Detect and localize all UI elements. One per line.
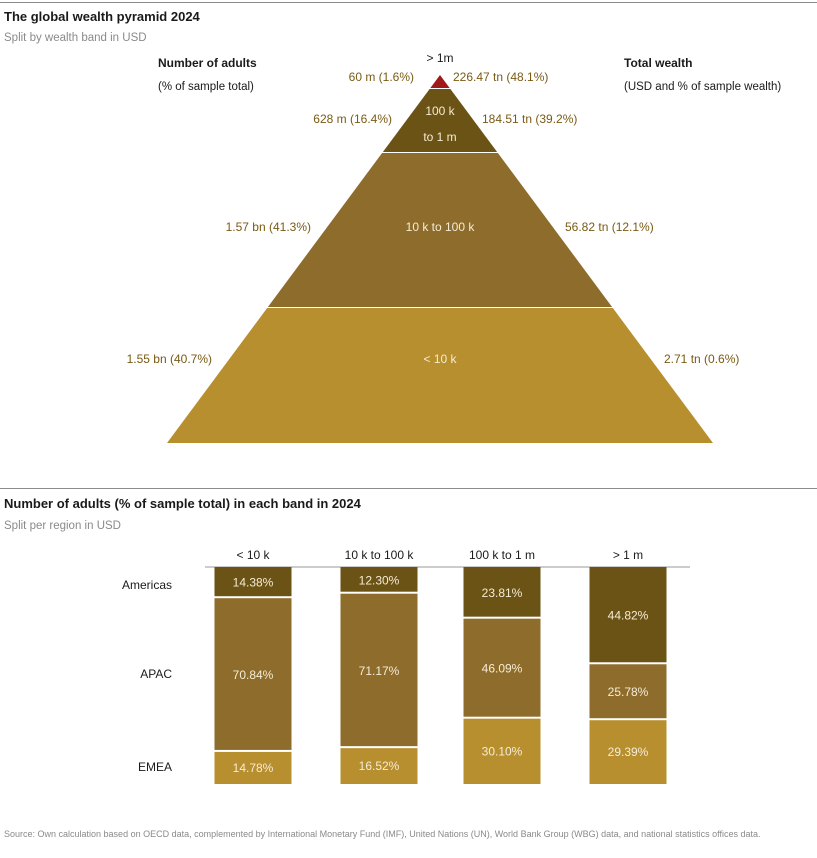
bar-segment-apac-3: [589, 664, 667, 719]
right-subheader: (USD and % of sample wealth): [624, 81, 782, 93]
pyramid-subtitle: Split by wealth band in USD: [4, 32, 147, 44]
wealth-label-top: 226.47 tn (48.1%): [453, 70, 548, 84]
bar-segment-emea-3: [589, 720, 667, 784]
wealth-pyramid-chart: 100 k to 1 m 10 k to 100 k < 10 k > 1m 60 m (…: [127, 51, 739, 443]
adults-label-upper: 628 m (16.4%): [313, 112, 392, 126]
bar-segment-apac-1: [340, 593, 418, 747]
band-label-upper-line1: 100 k: [425, 104, 455, 118]
bar-segment-emea-0: [214, 751, 292, 784]
wealth-label-base: 2.71 tn (0.6%): [664, 352, 739, 366]
bar-segment-americas-1: [340, 567, 418, 592]
bar-segment-emea-1: [340, 748, 418, 784]
row-label-americas: Americas: [122, 578, 172, 592]
bar-value-americas-0: 14.38%: [233, 576, 274, 590]
bar-segment-americas-2: [463, 567, 541, 617]
bar-value-apac-1: 71.17%: [359, 664, 400, 678]
bar-segment-apac-0: [214, 598, 292, 750]
source-note: Source: Own calculation based on OECD da…: [4, 829, 761, 839]
adults-label-top: 60 m (1.6%): [349, 70, 414, 84]
pyramid-tier-top: [430, 75, 450, 88]
column-header-3: > 1 m: [613, 548, 643, 562]
bar-value-emea-1: 16.52%: [359, 759, 400, 773]
bar-value-americas-1: 12.30%: [359, 573, 400, 587]
left-subheader: (% of sample total): [158, 81, 254, 93]
bar-segment-apac-2: [463, 618, 541, 717]
pyramid-title: The global wealth pyramid 2024: [4, 9, 200, 24]
wealth-label-middle: 56.82 tn (12.1%): [565, 220, 654, 234]
right-header: Total wealth: [624, 56, 693, 70]
adults-label-base: 1.55 bn (40.7%): [127, 352, 212, 366]
top-rule: [0, 2, 817, 3]
middle-rule: [0, 488, 817, 489]
pyramid-tier-upper: [382, 89, 498, 152]
bar-segment-americas-3: [589, 567, 667, 663]
pyramid-tier-base: [167, 308, 713, 443]
column-header-1: 10 k to 100 k: [345, 548, 415, 562]
band-label-base: < 10 k: [423, 352, 457, 366]
bar-value-emea-3: 29.39%: [608, 745, 649, 759]
bar-value-americas-3: 44.82%: [608, 609, 649, 623]
bar-value-emea-0: 14.78%: [233, 761, 274, 775]
regional-stacked-bar-chart: < 10 k 14.38% 70.84% 14.78% 10 k to 100 k 12.…: [122, 548, 690, 784]
band-label-middle: 10 k to 100 k: [406, 220, 476, 234]
band-label-top: > 1m: [426, 51, 453, 65]
bar-value-apac-2: 46.09%: [482, 662, 523, 676]
bar-segment-emea-2: [463, 718, 541, 784]
bar-value-americas-2: 23.81%: [482, 586, 523, 600]
left-header: Number of adults: [158, 56, 257, 70]
bar-value-apac-0: 70.84%: [233, 668, 274, 682]
pyramid-tier-middle: [267, 153, 613, 307]
regional-subtitle: Split per region in USD: [4, 520, 121, 532]
regional-title: Number of adults (% of sample total) in …: [4, 496, 361, 511]
wealth-label-upper: 184.51 tn (39.2%): [482, 112, 577, 126]
bar-segment-americas-0: [214, 567, 292, 597]
column-header-2: 100 k to 1 m: [469, 548, 535, 562]
band-label-upper-line2: to 1 m: [423, 130, 456, 144]
adults-label-middle: 1.57 bn (41.3%): [226, 220, 311, 234]
row-label-emea: EMEA: [138, 760, 172, 774]
column-header-0: < 10 k: [236, 548, 270, 562]
bar-value-emea-2: 30.10%: [482, 744, 523, 758]
row-label-apac: APAC: [140, 667, 172, 681]
bar-value-apac-3: 25.78%: [608, 685, 649, 699]
